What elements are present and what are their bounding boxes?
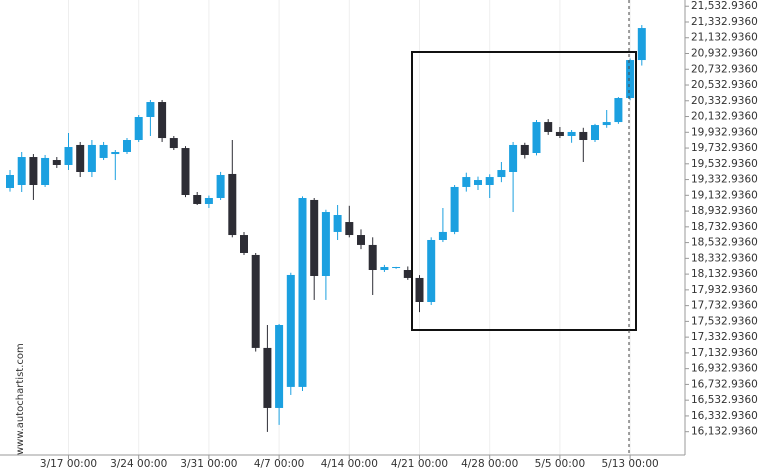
candle-body [87, 144, 96, 172]
candle-body [345, 222, 354, 236]
y-tick-label: 20,932.9360 [691, 48, 758, 60]
candle-body [579, 131, 588, 141]
x-tick-label: 3/17 00:00 [40, 458, 97, 470]
candle-body [544, 122, 553, 132]
candle-body [76, 144, 85, 172]
candle-body [123, 140, 131, 152]
candle-body [204, 197, 213, 204]
grid [68, 0, 689, 459]
pattern-box [411, 51, 637, 331]
y-tick-label: 20,332.9360 [691, 95, 758, 107]
candle-body [357, 235, 365, 245]
x-tick-label: 3/24 00:00 [110, 458, 167, 470]
y-tick-label: 19,732.9360 [691, 142, 758, 154]
y-tick-label: 18,532.9360 [691, 237, 758, 249]
candle-body [228, 173, 237, 236]
y-tick-label: 18,932.9360 [691, 205, 758, 217]
y-tick-label: 20,132.9360 [691, 111, 758, 123]
y-tick-label: 18,732.9360 [691, 221, 758, 233]
y-tick-label: 17,732.9360 [691, 300, 758, 312]
y-tick-label: 19,132.9360 [691, 189, 758, 201]
y-tick-label: 20,732.9360 [691, 63, 758, 75]
candle-body [474, 180, 482, 185]
candle-body [298, 197, 307, 387]
y-tick-label: 19,332.9360 [691, 174, 758, 186]
candle-body [497, 170, 506, 178]
candle-body [485, 177, 494, 185]
y-tick-label: 19,532.9360 [691, 158, 758, 170]
candle-body [193, 195, 202, 204]
candle-body [263, 347, 272, 408]
y-tick-label: 21,332.9360 [691, 16, 758, 28]
candles [6, 25, 646, 432]
candle-body [462, 177, 471, 187]
y-tick-label: 17,332.9360 [691, 331, 758, 343]
x-tick-label: 4/28 00:00 [461, 458, 518, 470]
candle-body [310, 199, 319, 276]
candle-body [99, 144, 108, 158]
candle-body [158, 102, 167, 139]
x-tick-label: 4/7 00:00 [254, 458, 305, 470]
candle-body [6, 174, 14, 188]
x-tick-label: 5/5 00:00 [535, 458, 586, 470]
candle-body [251, 254, 260, 348]
candle-body [392, 267, 401, 269]
candle-body [134, 117, 143, 141]
candle-body [380, 267, 389, 271]
candle-body [602, 122, 611, 126]
y-tick-label: 16,932.9360 [691, 363, 758, 375]
x-tick-label: 4/14 00:00 [321, 458, 378, 470]
candle-body [64, 147, 73, 165]
y-tick-label: 17,932.9360 [691, 284, 758, 296]
x-tick-label: 4/21 00:00 [391, 458, 448, 470]
y-tick-label: 20,532.9360 [691, 79, 758, 91]
candle-body [567, 131, 576, 136]
y-tick-label: 21,132.9360 [691, 32, 758, 44]
y-tick-label: 17,532.9360 [691, 315, 758, 327]
y-tick-label: 16,532.9360 [691, 394, 758, 406]
candle-body [614, 98, 623, 123]
watermark: www.autochartist.com [15, 343, 26, 455]
candle-body [111, 151, 120, 155]
candle-body [555, 131, 564, 136]
candle-body [17, 157, 26, 185]
candle-body [52, 160, 61, 165]
candle-body [333, 215, 342, 232]
candle-body [415, 277, 424, 302]
y-tick-label: 16,732.9360 [691, 378, 758, 390]
candle-body [427, 239, 436, 302]
candle-body [286, 274, 295, 387]
candle-body [438, 231, 447, 240]
y-tick-label: 16,132.9360 [691, 426, 758, 438]
y-tick-label: 17,132.9360 [691, 347, 758, 359]
candle-body [403, 270, 412, 278]
y-tick-label: 18,132.9360 [691, 268, 758, 280]
candle-body [29, 157, 38, 185]
candle-body [509, 144, 518, 172]
candle-body [450, 186, 459, 232]
y-tick-label: 21,532.9360 [691, 0, 758, 12]
candle-body [626, 60, 635, 99]
y-tick-label: 18,332.9360 [691, 252, 758, 264]
candle-body [520, 144, 529, 155]
labels: 16,132.9360 16,332.9360 16,532.9360 16,732.… [40, 0, 758, 470]
candle-body [275, 325, 284, 408]
y-tick-label: 19,932.9360 [691, 126, 758, 138]
candle-body [216, 174, 225, 198]
candle-body [181, 148, 190, 195]
candle-body [240, 235, 248, 253]
y-tick-label: 16,332.9360 [691, 410, 758, 422]
candle-body [368, 244, 377, 271]
candle-body [321, 212, 330, 276]
candle-body [532, 122, 541, 154]
candle-body [637, 28, 646, 61]
candle-body [41, 157, 50, 185]
candle-body [146, 102, 155, 117]
x-tick-label: 3/31 00:00 [180, 458, 237, 470]
candle-body [169, 138, 178, 149]
candle-body [591, 125, 599, 141]
x-tick-label: 5/13 00:00 [602, 458, 659, 470]
